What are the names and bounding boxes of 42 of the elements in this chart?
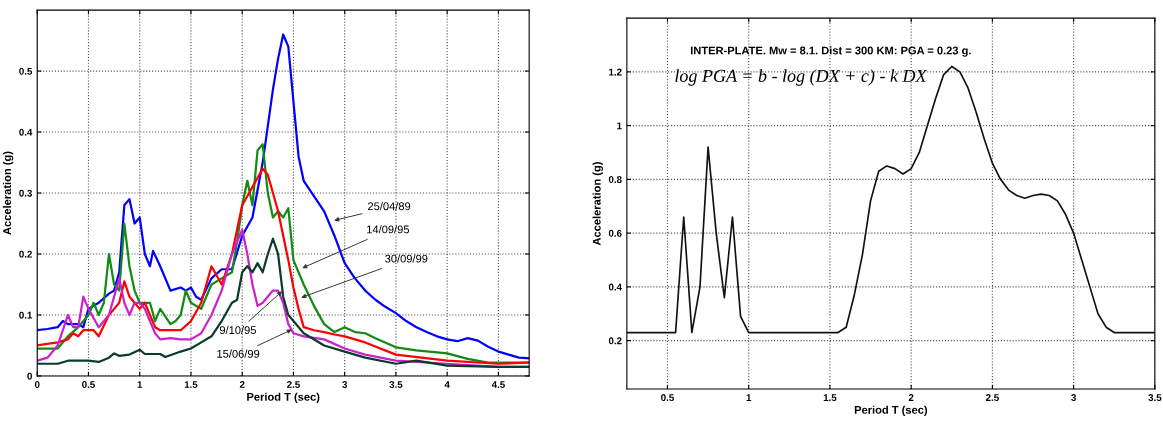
y-tick-label: 0.4 xyxy=(608,283,622,291)
y-tick-label: 1.2 xyxy=(609,68,622,76)
x-tick-label: 0.5 xyxy=(661,394,674,402)
y-axis-title: Acceleration (g) xyxy=(2,151,14,235)
annotation: INTER-PLATE. Mw = 8.1. Dist = 300 KM: PGA = 0.23 g. xyxy=(690,46,971,57)
x-tick-label: 3.5 xyxy=(1148,394,1162,402)
x-tick-label: 4 xyxy=(444,381,450,388)
x-axis-title: Period T (sec) xyxy=(854,405,928,417)
x-tick-label: 4.5 xyxy=(491,381,505,388)
annotation: 15/06/99 xyxy=(217,349,260,358)
y-tick-label: 0.5 xyxy=(19,67,33,75)
y-tick-label: 0.2 xyxy=(608,337,622,345)
x-tick-label: 1 xyxy=(137,381,143,388)
x-tick-label: 0.5 xyxy=(82,381,95,388)
annotation: 30/09/99 xyxy=(385,254,428,263)
line-series xyxy=(626,65,1155,334)
annotation: log PGA = b - log (DX + c) - k DX xyxy=(675,69,928,86)
y-tick-label: 0 xyxy=(27,372,32,380)
x-axis-title: Period T (sec) xyxy=(247,392,320,404)
x-tick-label: 3 xyxy=(342,381,348,388)
x-tick-label: 2.5 xyxy=(287,381,300,388)
x-tick-label: 2 xyxy=(239,381,245,388)
y-tick-label: 0.3 xyxy=(19,189,32,197)
x-tick-label: 2 xyxy=(908,394,914,401)
y-tick-label: 0.8 xyxy=(608,176,622,183)
x-tick-label: 1.5 xyxy=(184,381,198,388)
y-tick-label: 0.2 xyxy=(19,250,32,258)
x-tick-label: 3.5 xyxy=(389,381,403,388)
y-axis-title: Acceleration (g) xyxy=(592,162,603,246)
y-tick-label: 0.4 xyxy=(19,128,33,136)
annotation: 9/10/95 xyxy=(219,325,256,335)
y-tick-label: 0.1 xyxy=(19,311,33,319)
y-tick-label: 0.6 xyxy=(608,229,622,237)
x-tick-label: 0 xyxy=(34,381,40,388)
x-tick-label: 3 xyxy=(1071,394,1076,402)
x-tick-label: 2.5 xyxy=(985,394,999,402)
annotation: 14/09/95 xyxy=(367,225,410,234)
annotation: 25/04/89 xyxy=(368,202,411,211)
y-tick-label: 1 xyxy=(617,122,622,130)
x-tick-label: 1.5 xyxy=(823,394,837,402)
x-tick-label: 1 xyxy=(746,394,752,401)
line-series xyxy=(37,33,530,360)
